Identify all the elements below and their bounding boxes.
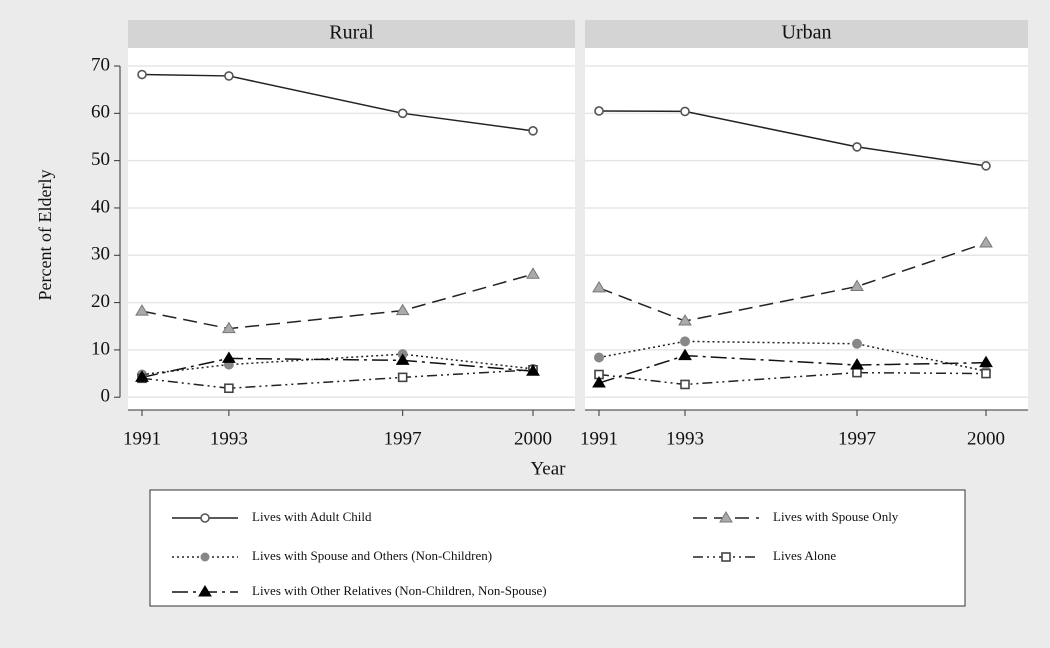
marker <box>224 71 234 81</box>
panel-header <box>128 20 575 48</box>
marker <box>526 364 540 376</box>
legend-marker <box>200 513 210 523</box>
marker <box>850 358 864 370</box>
series-line <box>141 73 534 132</box>
x-tick-label: 1997 <box>838 428 876 449</box>
legend-label: Lives Alone <box>773 548 836 563</box>
marker <box>678 348 692 361</box>
marker <box>680 336 690 347</box>
marker <box>224 383 234 394</box>
legend-label: Lives with Adult Child <box>252 509 372 524</box>
x-tick-label: 2000 <box>967 428 1005 449</box>
series-line <box>141 369 534 389</box>
marker <box>979 235 993 248</box>
panel-header <box>585 20 1028 48</box>
legend <box>149 489 966 607</box>
legend-marker <box>721 552 731 562</box>
marker <box>981 161 991 171</box>
series-line <box>598 110 987 167</box>
x-tick-label: 1997 <box>384 428 422 449</box>
x-tick-label: 1993 <box>666 428 704 449</box>
legend-marker <box>198 585 212 597</box>
legend-label: Lives with Other Relatives (Non-Children… <box>252 583 547 598</box>
marker <box>528 126 538 136</box>
marker <box>680 106 690 117</box>
series-line <box>141 273 534 330</box>
marker <box>222 321 236 334</box>
marker <box>850 279 864 292</box>
series-line <box>141 357 534 379</box>
marker <box>592 376 606 388</box>
y-tick-label: 70 <box>91 54 110 75</box>
plot-area <box>585 48 1028 410</box>
marker <box>135 304 149 316</box>
y-tick-label: 40 <box>91 196 110 217</box>
panel-title: Rural <box>329 22 374 44</box>
marker <box>397 108 408 119</box>
marker <box>678 314 692 326</box>
series-line <box>598 354 987 384</box>
marker <box>594 106 604 116</box>
legend-marker <box>719 511 733 523</box>
x-tick-label: 1991 <box>580 428 618 449</box>
marker <box>395 303 410 316</box>
marker <box>981 368 991 379</box>
y-tick-label: 60 <box>91 102 110 123</box>
y-tick-label: 20 <box>91 291 110 312</box>
x-axis-title: Year <box>530 458 566 479</box>
y-tick-label: 50 <box>91 149 110 170</box>
marker <box>594 352 604 363</box>
marker <box>137 69 147 80</box>
marker <box>592 280 606 293</box>
marker <box>979 355 993 368</box>
marker <box>397 372 408 383</box>
marker <box>395 353 410 365</box>
y-tick-label: 30 <box>91 244 110 265</box>
marker <box>526 267 540 279</box>
y-axis-title: Percent of Elderly <box>35 170 55 301</box>
marker <box>852 367 862 378</box>
marker <box>852 142 862 152</box>
x-tick-label: 1991 <box>123 428 161 449</box>
marker <box>135 370 149 382</box>
marker <box>222 351 236 363</box>
y-tick-label: 10 <box>91 338 110 359</box>
x-tick-label: 2000 <box>514 428 552 449</box>
legend-marker <box>200 552 210 562</box>
marker <box>852 338 862 349</box>
marker <box>680 379 690 390</box>
series-line <box>598 242 987 322</box>
panel-title: Urban <box>782 22 832 44</box>
x-tick-label: 1993 <box>210 428 248 449</box>
legend-label: Lives with Spouse Only <box>773 509 899 524</box>
series-line <box>598 340 987 372</box>
y-tick-label: 0 <box>101 386 111 407</box>
legend-label: Lives with Spouse and Others (Non-Childr… <box>252 548 492 563</box>
